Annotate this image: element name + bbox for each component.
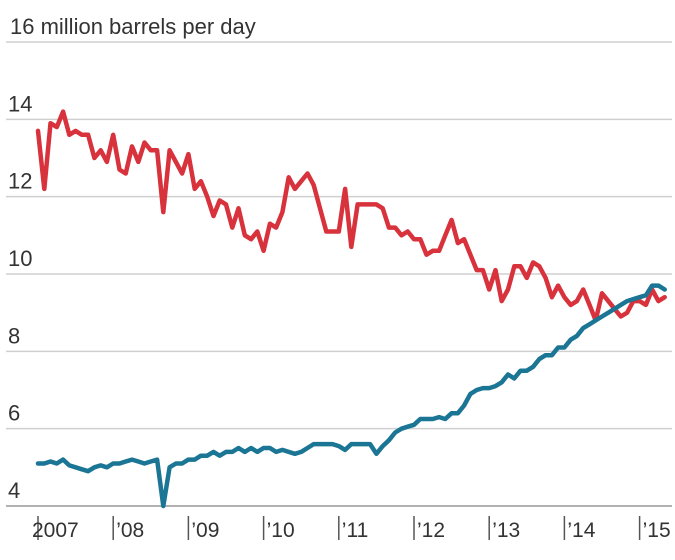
y-tick-label: 4 — [8, 478, 20, 503]
chart-title: 16 million barrels per day — [10, 14, 256, 39]
x-tick-label: ’11 — [342, 519, 368, 542]
y-axis-labels: 14 12 10 8 6 4 — [8, 91, 32, 503]
x-tick-label: 2007 — [32, 519, 79, 542]
x-tick-label: ’15 — [643, 519, 671, 542]
x-tick-label: ’12 — [417, 519, 445, 542]
series-line-1 — [35, 109, 667, 323]
y-tick-label: 8 — [8, 323, 20, 348]
series-line-2 — [35, 283, 667, 509]
x-tick-label: ’10 — [267, 519, 295, 542]
x-tick-label: ’13 — [492, 519, 520, 542]
x-axis: 2007 ’08 ’09 ’10 ’11 ’12 ’13 ’14 ’15 — [32, 516, 671, 542]
x-tick-label: ’14 — [567, 519, 595, 542]
y-tick-label: 12 — [8, 169, 32, 194]
x-tick-label: ’08 — [116, 519, 144, 542]
y-tick-label: 14 — [8, 91, 32, 116]
x-tick-label: ’09 — [191, 519, 219, 542]
y-tick-label: 10 — [8, 246, 32, 271]
series-lines — [35, 109, 667, 509]
y-tick-label: 6 — [8, 401, 20, 426]
gridlines — [6, 41, 672, 507]
